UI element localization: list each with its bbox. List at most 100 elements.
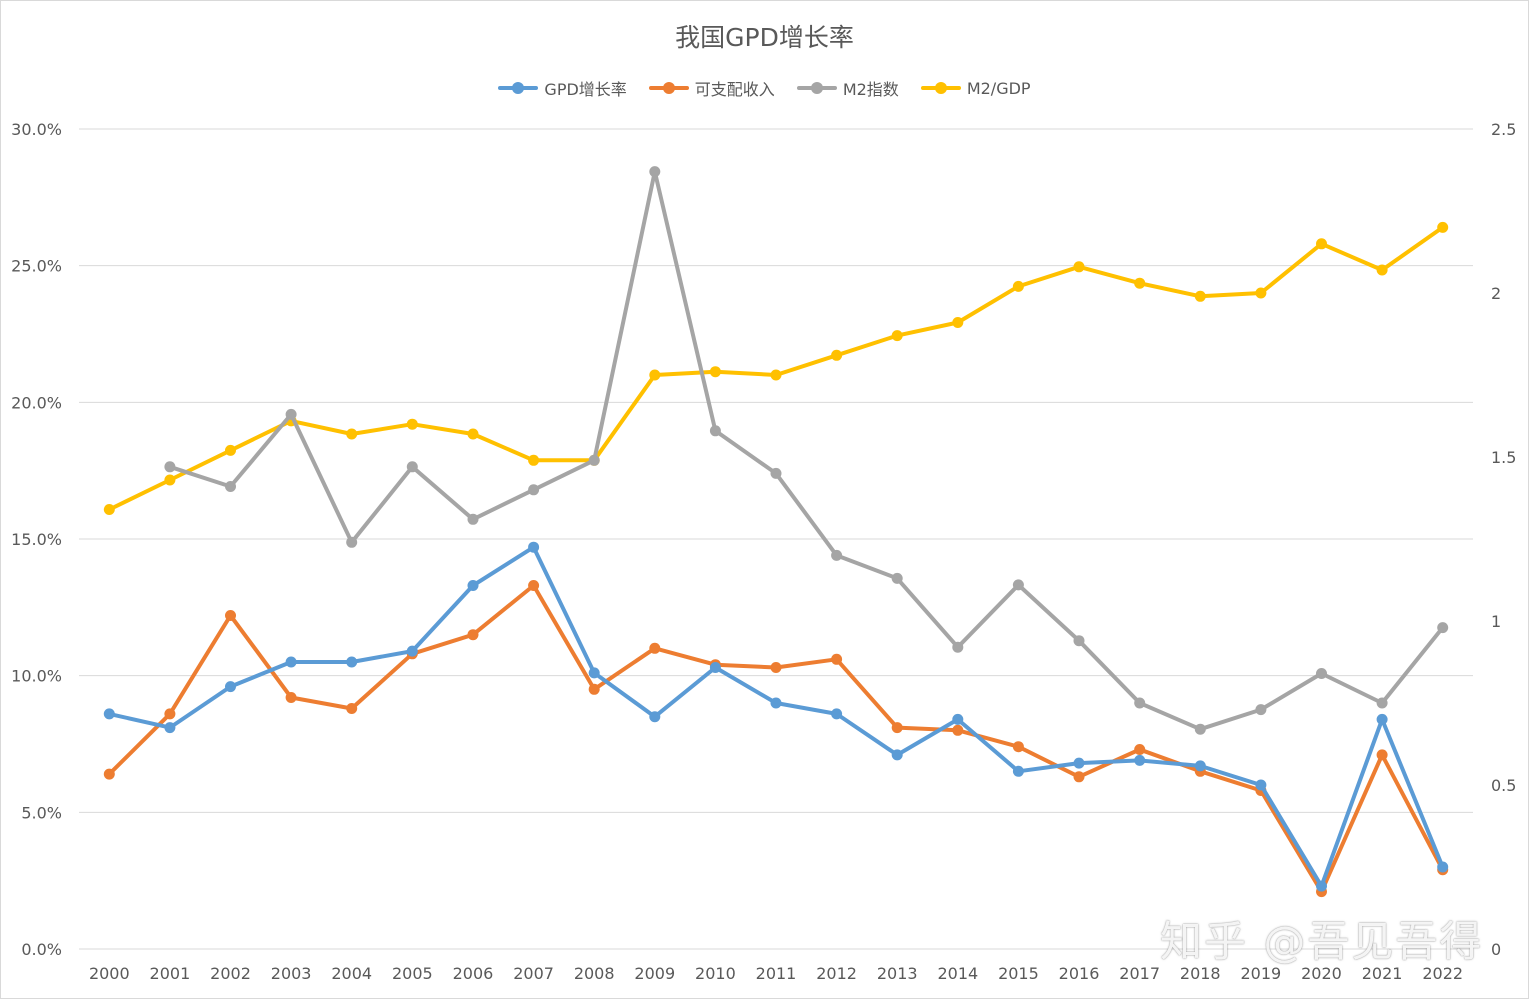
- x-tick-label: 2001: [150, 964, 191, 983]
- data-point-series-2: [1073, 635, 1085, 647]
- data-point-series-0: [467, 580, 479, 591]
- data-point-series-2: [406, 461, 418, 473]
- data-point-series-1: [1134, 744, 1146, 755]
- x-tick-label: 2017: [1119, 964, 1160, 983]
- data-point-series-2: [1012, 579, 1024, 591]
- legend-label-gdp-growth: GPD增长率: [544, 80, 627, 99]
- data-point-series-2: [891, 572, 903, 584]
- y-right-tick-label: 2.5: [1491, 120, 1516, 139]
- data-point-series-3: [709, 366, 721, 378]
- data-point-series-2: [467, 513, 479, 525]
- x-tick-label: 2019: [1241, 964, 1282, 983]
- x-tick-label: 2012: [816, 964, 857, 983]
- data-point-series-2: [346, 536, 358, 548]
- data-point-series-2: [1316, 668, 1327, 679]
- y-left-tick-label: 20.0%: [11, 393, 62, 412]
- x-tick-label: 2004: [331, 964, 372, 983]
- watermark: 知乎 @吾见吾得: [1160, 917, 1484, 966]
- data-point-series-1: [649, 642, 661, 654]
- data-point-series-3: [225, 444, 236, 456]
- data-point-series-0: [649, 711, 661, 723]
- data-point-series-3: [1376, 264, 1388, 276]
- x-tick-label: 2018: [1180, 964, 1221, 983]
- data-point-series-0: [164, 722, 176, 734]
- x-tick-label: 2008: [574, 964, 615, 983]
- y-left-tick-label: 15.0%: [11, 530, 62, 549]
- data-point-series-2: [831, 549, 843, 561]
- data-point-series-0: [225, 681, 236, 693]
- y-right-tick-label: 0: [1491, 940, 1501, 959]
- x-tick-label: 2003: [271, 964, 312, 983]
- x-tick-label: 2016: [1059, 964, 1100, 983]
- x-tick-label: 2006: [453, 964, 494, 983]
- data-point-series-3: [891, 330, 903, 342]
- data-point-series-0: [103, 708, 115, 720]
- legend-label-m2-index: M2指数: [842, 80, 899, 99]
- y-right-tick-label: 1.5: [1491, 448, 1516, 467]
- x-tick-label: 2013: [877, 964, 918, 983]
- data-point-series-0: [1012, 765, 1024, 777]
- data-point-series-2: [1376, 697, 1388, 709]
- x-tick-label: 2002: [210, 964, 251, 983]
- data-point-series-1: [1012, 741, 1024, 753]
- data-point-series-1: [225, 610, 236, 621]
- data-point-series-3: [467, 428, 479, 440]
- x-tick-label: 2007: [513, 964, 554, 983]
- data-point-series-3: [1194, 290, 1206, 302]
- data-point-series-3: [831, 349, 843, 361]
- data-point-series-0: [346, 656, 358, 668]
- x-tick-label: 2015: [998, 964, 1039, 983]
- data-point-series-2: [225, 481, 236, 492]
- series-line-2: [167, 169, 1445, 732]
- data-point-series-2: [285, 408, 297, 420]
- data-point-series-0: [952, 713, 964, 725]
- series-line-1: [107, 583, 1445, 894]
- legend-item-m2-gdp[interactable]: M2/GDP: [920, 76, 1031, 100]
- data-point-series-0: [1437, 861, 1449, 873]
- data-point-series-3: [164, 474, 176, 486]
- data-point-series-2: [709, 425, 721, 437]
- y-left-tick-label: 10.0%: [11, 667, 62, 686]
- data-point-series-3: [952, 317, 964, 328]
- data-point-series-1: [285, 692, 297, 703]
- x-tick-label: 2009: [634, 964, 675, 983]
- data-point-series-3: [1073, 261, 1085, 273]
- data-point-series-1: [831, 653, 843, 665]
- legend-label-m2-gdp: M2/GDP: [966, 78, 1031, 98]
- data-point-series-3: [103, 504, 115, 515]
- x-tick-label: 2021: [1362, 964, 1403, 983]
- data-point-series-0: [831, 708, 843, 720]
- data-point-series-0: [891, 749, 903, 761]
- data-point-series-3: [1437, 221, 1449, 233]
- data-point-series-2: [164, 461, 176, 473]
- data-point-series-0: [588, 667, 600, 679]
- legend-item-gdp-growth[interactable]: GPD增长率: [498, 76, 627, 100]
- data-point-series-1: [103, 768, 115, 780]
- x-tick-label: 2005: [392, 964, 433, 983]
- data-point-series-3: [1012, 280, 1024, 292]
- data-point-series-2: [588, 454, 600, 466]
- data-point-series-0: [1194, 760, 1206, 772]
- data-point-series-1: [467, 629, 479, 641]
- legend-swatch-gdp-growth: [498, 82, 539, 94]
- x-tick-label: 2010: [695, 964, 736, 983]
- data-point-series-3: [1134, 277, 1146, 289]
- legend: GPD增长率 可支配收入 M2指数 M2/GDP: [0, 76, 1529, 100]
- legend-item-disposable-income[interactable]: 可支配收入: [648, 76, 775, 100]
- y-left-tick-label: 5.0%: [21, 803, 62, 822]
- data-point-series-1: [588, 683, 600, 695]
- data-point-series-0: [1134, 754, 1146, 766]
- data-point-series-0: [1376, 713, 1388, 725]
- series-line-3: [107, 225, 1445, 512]
- x-tick-label: 2000: [89, 964, 130, 983]
- data-point-series-0: [709, 662, 721, 673]
- data-point-series-1: [1376, 749, 1388, 761]
- data-point-series-2: [1255, 704, 1267, 716]
- data-point-series-2: [528, 484, 540, 496]
- data-point-series-3: [1255, 287, 1267, 299]
- legend-item-m2-index[interactable]: M2指数: [796, 76, 899, 100]
- data-point-series-3: [770, 369, 782, 381]
- x-tick-label: 2020: [1301, 964, 1342, 983]
- data-point-series-1: [1073, 771, 1085, 783]
